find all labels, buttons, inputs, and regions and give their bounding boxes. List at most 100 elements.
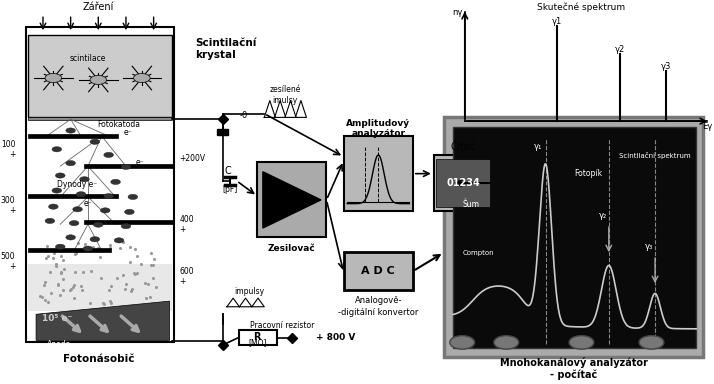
Circle shape [124,209,134,215]
Text: Pracovní rezistor: Pracovní rezistor [251,321,315,330]
Point [76,283,87,289]
Point [39,297,51,303]
Point [105,283,116,290]
Bar [28,134,118,138]
Point [96,275,107,281]
Circle shape [73,207,82,212]
Text: Záření: Záření [83,2,114,12]
Circle shape [639,336,664,349]
Point [57,286,69,293]
Circle shape [134,73,150,83]
Point [39,279,51,285]
Text: 100
+: 100 + [1,139,15,159]
Point [104,242,116,248]
Circle shape [111,179,121,185]
Point [126,286,138,292]
Text: e⁻: e⁻ [84,199,92,208]
Point [57,257,69,263]
Text: e⁻: e⁻ [136,158,144,167]
Circle shape [66,235,76,240]
Point [141,295,152,301]
Text: Fotopík: Fotopík [575,169,603,178]
Bar [28,264,171,311]
Text: 01234: 01234 [446,178,480,188]
Point [129,246,140,252]
Circle shape [66,128,76,133]
Point [77,270,89,276]
Text: C: C [224,166,231,176]
Polygon shape [263,172,321,228]
Text: R: R [253,332,261,342]
Point [38,281,49,288]
Point [64,287,76,293]
Circle shape [128,194,138,200]
Circle shape [76,192,86,197]
Point [119,286,131,293]
Bar [217,129,228,135]
Text: scintilace: scintilace [70,54,106,63]
Circle shape [569,336,594,349]
Point [130,271,141,277]
Point [92,245,104,251]
Point [56,269,67,275]
Point [95,247,106,253]
Point [142,281,154,287]
Bar [238,330,277,345]
Bar [453,127,696,348]
Point [124,244,136,250]
Circle shape [56,173,65,178]
Circle shape [52,188,61,193]
Bar [257,162,326,237]
Point [148,257,159,263]
Circle shape [114,238,124,243]
Point [117,272,129,278]
Point [43,253,54,260]
Text: Scintilační spektrum: Scintilační spektrum [618,152,690,159]
Point [71,250,82,256]
Point [76,287,87,293]
Point [79,240,91,247]
Text: e⁻: e⁻ [124,128,132,137]
Point [52,281,64,287]
Bar [436,159,490,207]
Bar [26,27,174,343]
Text: [MΩ]: [MΩ] [248,338,266,347]
Bar [28,118,171,121]
Point [47,255,59,262]
Point [104,298,116,304]
Text: Scintilační
krystal: Scintilační krystal [195,38,256,60]
Point [55,253,66,259]
Point [98,301,109,308]
Text: nγ: nγ [453,8,463,17]
Text: Čitač: Čitač [451,142,476,152]
Text: 300
+: 300 + [1,196,15,215]
Point [72,240,84,246]
Point [104,287,115,293]
Point [120,281,131,287]
Text: zesílené
imulsy: zesílené imulsy [269,85,301,104]
Circle shape [494,336,518,349]
Circle shape [80,177,89,182]
Circle shape [52,147,61,152]
Circle shape [104,194,114,199]
Point [34,293,46,299]
Text: 10⁵ e⁻: 10⁵ e⁻ [41,313,72,323]
Point [86,267,97,273]
Point [106,300,117,306]
Circle shape [121,164,131,169]
Point [94,254,106,260]
Text: γ₂: γ₂ [599,211,608,220]
Point [41,243,53,249]
Point [51,263,62,269]
Text: Zesilovač: Zesilovač [268,244,316,253]
Bar [28,35,171,118]
Circle shape [104,152,114,157]
Point [128,270,139,276]
Bar [28,194,118,198]
Point [59,266,70,272]
Point [111,275,123,281]
Point [125,288,136,294]
Bar [343,136,413,211]
Circle shape [83,246,93,251]
Circle shape [69,220,79,226]
